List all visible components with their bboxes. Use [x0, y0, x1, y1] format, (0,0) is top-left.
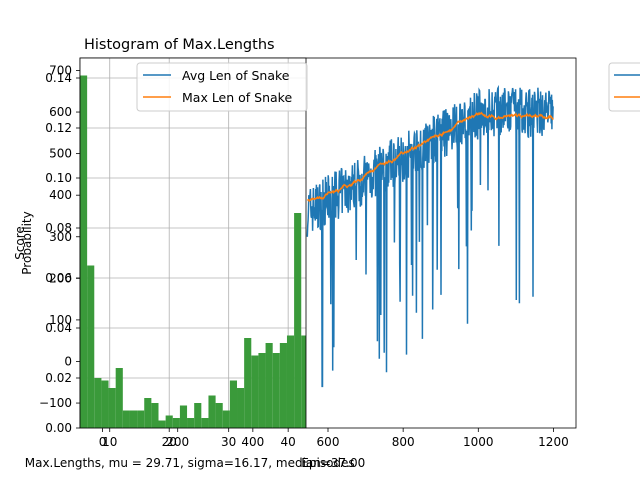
series-max-len-line [307, 111, 554, 203]
histogram-bar [129, 410, 138, 428]
line-x-tick-label: 200 [166, 435, 189, 449]
histogram-bar [144, 398, 152, 428]
histogram-y-tick-label: 0.14 [45, 71, 72, 85]
histogram-bar [137, 410, 145, 428]
histogram-bar [222, 410, 230, 428]
line-x-axis-label: Episodes [301, 456, 354, 470]
histogram-bar [158, 420, 166, 428]
histogram-x-tick-label: 30 [221, 435, 236, 449]
histogram-bars [80, 75, 306, 428]
line-y-tick-label: 300 [49, 230, 72, 244]
histogram-bar [208, 395, 216, 428]
histogram-chart: 10 20 30 40 0.00 0.02 0.04 0.06 0.08 0.10 0.12 0.1… [20, 37, 365, 470]
histogram-x-tick-label: 40 [281, 435, 296, 449]
line-x-ticks: 0 200 400 600 800 1000 1200 [99, 428, 569, 449]
line-y-ticks: −100 0 100 200 300 400 500 600 700 [39, 63, 80, 410]
histogram-y-tick-label: 0.12 [45, 121, 72, 135]
histogram-bar [172, 418, 180, 428]
line-series-group [306, 84, 554, 388]
histogram-bar [115, 368, 123, 428]
line-y-tick-label: 700 [49, 63, 72, 77]
histogram-bar [87, 265, 95, 428]
line-y-tick-label: 200 [49, 271, 72, 285]
histogram-y-tick-label: 0.00 [45, 421, 72, 435]
line-y-tick-label: 600 [49, 105, 72, 119]
line-x-tick-label: 0 [99, 435, 107, 449]
histogram-bar [179, 405, 188, 428]
histogram-bar [80, 75, 88, 428]
line-y-tick-label: 0 [64, 354, 72, 368]
histogram-y-axis-label: Probability [20, 211, 34, 274]
histogram-bar [101, 380, 109, 428]
histogram-bar [286, 335, 295, 428]
clipped-legend-box [608, 62, 640, 112]
line-y-axis-label: Score [13, 226, 27, 260]
histogram-bar [265, 343, 273, 428]
histogram-bar [215, 403, 223, 428]
histogram-x-tick-label: 20 [162, 435, 177, 449]
histogram-bar [194, 403, 202, 428]
line-y-tick-label: 400 [49, 188, 72, 202]
histogram-x-axis-label: Max.Lengths, mu = 29.71, sigma=16.17, me… [25, 456, 366, 470]
line-y-tick-label: 500 [49, 147, 72, 161]
histogram-y-tick-label: 0.06 [45, 271, 72, 285]
histogram-bar [229, 380, 238, 428]
line-x-tick-label: 600 [317, 435, 340, 449]
histogram-bar [94, 378, 102, 428]
histogram-bar [165, 415, 173, 428]
histogram-bar [258, 353, 266, 428]
legend-label-avg: Avg Len of Snake [182, 68, 290, 83]
histogram-x-tick-label: 10 [102, 435, 117, 449]
line-y-tick-label: 100 [49, 313, 72, 327]
histogram-title: Histogram of Max.Lengths [84, 37, 275, 53]
histogram-x-ticks: 10 20 30 40 [102, 428, 296, 449]
histogram-bar [122, 410, 130, 428]
histogram-bar [301, 335, 306, 428]
legend-label-max: Max Len of Snake [182, 90, 292, 105]
line-x-tick-label: 1000 [463, 435, 494, 449]
line-x-tick-label: 800 [392, 435, 415, 449]
histogram-bar [151, 403, 159, 428]
histogram-bar [251, 355, 259, 428]
clipped-legend [608, 62, 640, 112]
histogram-bar [201, 418, 209, 428]
legend-box [136, 62, 308, 112]
histogram-frame [79, 57, 307, 429]
line-legend: Avg Len of Snake Max Len of Snake [136, 62, 308, 112]
histogram-y-tick-label: 0.08 [45, 221, 72, 235]
line-y-tick-label: −100 [39, 396, 72, 410]
histogram-bar [187, 418, 195, 428]
line-x-tick-label: 400 [241, 435, 264, 449]
histogram-bar [108, 388, 116, 428]
histogram-y-tick-label: 0.02 [45, 371, 72, 385]
histogram-bar [244, 338, 252, 428]
line-x-tick-label: 1200 [538, 435, 569, 449]
histogram-y-ticks: 0.00 0.02 0.04 0.06 0.08 0.10 0.12 0.14 [45, 71, 80, 435]
histogram-bar [294, 213, 302, 428]
histogram-y-tick-label: 0.04 [45, 321, 72, 335]
histogram-y-tick-label: 0.10 [45, 171, 72, 185]
histogram-bar [279, 343, 287, 428]
histogram-bar [272, 353, 280, 428]
histogram-bar [237, 388, 245, 428]
